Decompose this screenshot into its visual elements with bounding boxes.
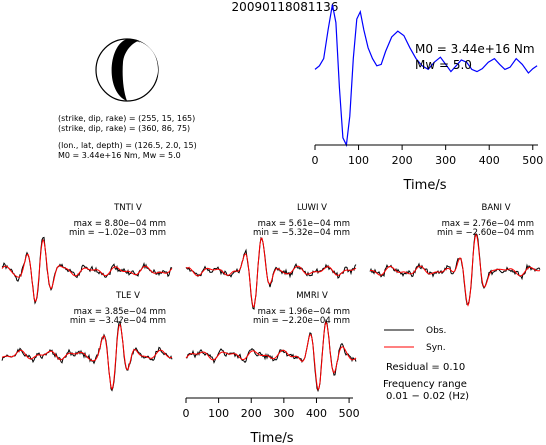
bottom-xlabel: Time/s <box>250 431 294 445</box>
mechanism-line-4: M0 = 3.44e+16 Nm, Mw = 5.0 <box>58 151 181 160</box>
stf-xlabel: Time/s <box>403 178 447 193</box>
syn-waveform <box>185 237 357 308</box>
stf-x-tick-label: 200 <box>392 154 413 167</box>
bottom-x-tick-label: 200 <box>241 407 262 420</box>
station-min: min = −5.32e−04 mm <box>253 228 350 238</box>
station-max: max = 1.96e−04 mm <box>258 307 350 317</box>
beachball <box>95 38 159 102</box>
stf-x-ticks: 0 100 200 300 400 500 <box>312 145 543 167</box>
station-max: max = 5.61e−04 mm <box>258 219 350 229</box>
bottom-x-tick-label: 300 <box>273 407 294 420</box>
station-max: max = 8.80e−04 mm <box>74 219 166 229</box>
mechanism-line-2: (strike, dip, rake) = (360, 86, 75) <box>58 124 190 133</box>
station-name: TNTI V <box>113 203 142 213</box>
obs-waveform <box>369 233 541 306</box>
syn-waveform <box>1 238 173 302</box>
bottom-x-ticks: 0 100 200 300 400 500 <box>183 398 360 420</box>
obs-waveform <box>1 320 173 392</box>
bottom-x-tick-label: 500 <box>339 407 360 420</box>
beachball-compression-2 <box>134 41 158 99</box>
stf-curve <box>314 4 538 148</box>
stf-panel: M0 = 3.44e+16 Nm Mw = 5.0 0 100 200 300 400 5… <box>312 4 543 193</box>
station-min: min = −1.02e−03 mm <box>69 228 166 238</box>
frequency-range-value: 0.01 − 0.02 (Hz) <box>386 391 469 402</box>
stf-x-tick-label: 500 <box>522 154 543 167</box>
station-min: min = −2.60e−04 mm <box>437 228 534 238</box>
mechanism-line-1: (strike, dip, rake) = (255, 15, 165) <box>58 114 195 123</box>
legend-obs-label: Obs. <box>426 326 446 336</box>
station-name: BANI V <box>481 203 510 213</box>
bottom-x-tick-label: 100 <box>208 407 229 420</box>
mechanism-text: (strike, dip, rake) = (255, 15, 165) (st… <box>58 114 197 160</box>
station-name: LUWI V <box>297 203 327 213</box>
stf-x-tick-label: 400 <box>479 154 500 167</box>
stf-x-tick-label: 300 <box>435 154 456 167</box>
station-name: TLE V <box>115 291 140 301</box>
obs-waveform <box>185 236 357 310</box>
bottom-axis: 0 100 200 300 400 500 Time/s <box>183 397 360 445</box>
bottom-x-tick-label: 0 <box>183 407 190 420</box>
residual-label: Residual = 0.10 <box>386 362 465 373</box>
bottom-x-tick-label: 400 <box>306 407 327 420</box>
mechanism-line-3: (lon., lat, depth) = (126.5, 2.0, 15) <box>58 141 197 150</box>
legend: Obs. Syn. Residual = 0.10 Frequency rang… <box>383 326 469 402</box>
obs-waveform <box>1 236 173 305</box>
stf-x-tick-label: 100 <box>348 154 369 167</box>
station-min: min = −3.4?e−04 mm <box>70 316 166 326</box>
station-name: MMRI V <box>296 291 328 301</box>
stf-x-tick-label: 0 <box>312 154 319 167</box>
chart-title: 20090118081136 <box>232 0 339 14</box>
stf-mw-label: Mw = 5.0 <box>415 58 472 72</box>
frequency-range-label: Frequency range <box>383 379 467 390</box>
beachball-compression <box>111 39 138 101</box>
legend-syn-label: Syn. <box>426 343 446 353</box>
syn-waveform <box>185 321 357 391</box>
stf-m0-label: M0 = 3.44e+16 Nm <box>415 42 535 56</box>
station-max: max = 3.85e−04 mm <box>74 307 166 317</box>
syn-waveform <box>369 233 541 307</box>
syn-waveform <box>1 323 173 391</box>
station-min: min = −2.20e−04 mm <box>253 316 350 326</box>
station-max: max = 2.76e−04 mm <box>442 219 534 229</box>
